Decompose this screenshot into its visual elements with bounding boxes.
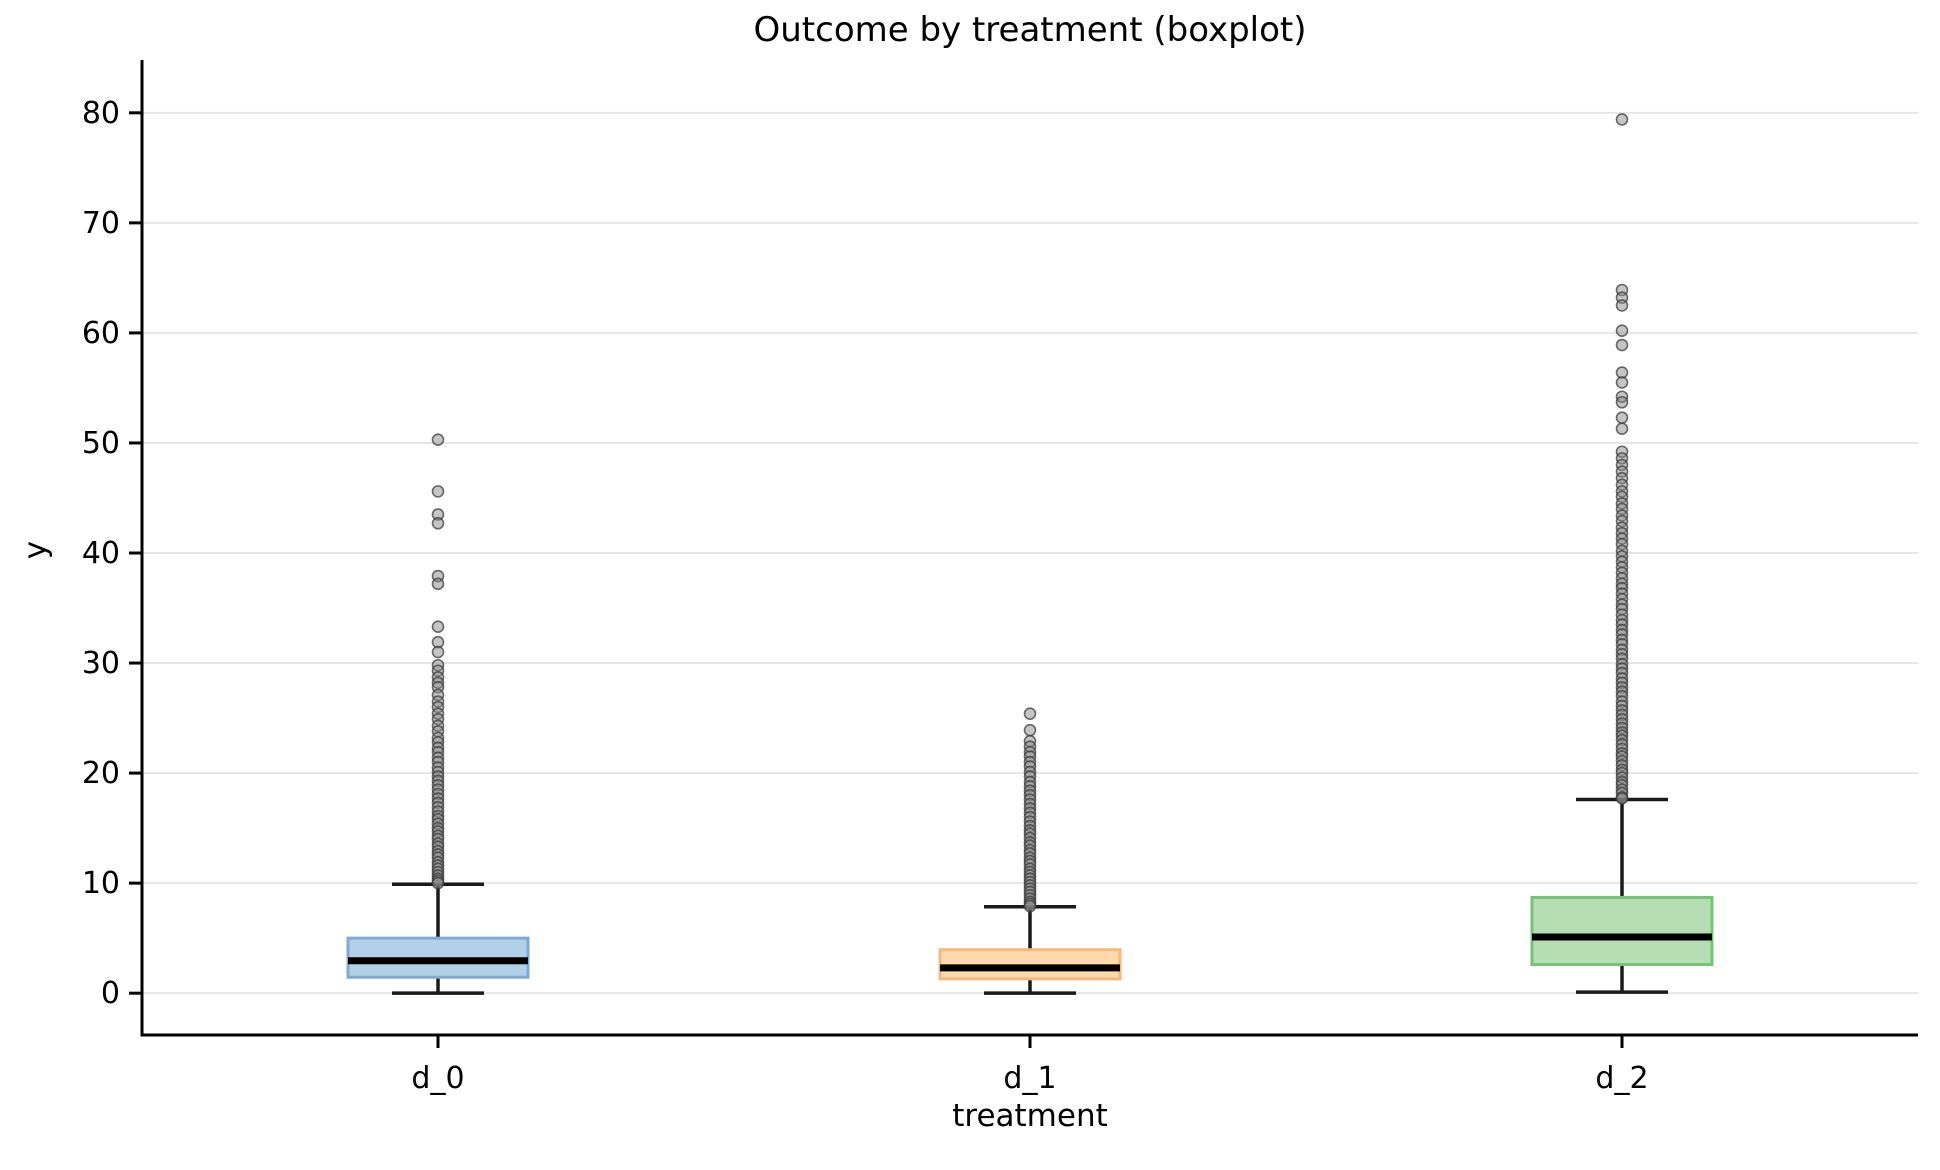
outlier-dot	[431, 876, 445, 890]
y-tick-label: 10	[82, 866, 120, 901]
y-tick-label: 70	[82, 206, 120, 241]
outlier-dot	[1615, 376, 1629, 389]
y-tick-label: 40	[82, 536, 120, 571]
outlier-dot	[1615, 338, 1629, 352]
y-tick-label: 0	[101, 976, 120, 1011]
outlier-dot	[1615, 113, 1629, 126]
outlier-dot	[431, 433, 445, 446]
x-tick-label: d_0	[411, 1061, 464, 1096]
outlier-dot	[1615, 792, 1629, 805]
outlier-dot	[431, 577, 445, 591]
x-tick-label: d_2	[1595, 1061, 1648, 1096]
y-axis-label: y	[17, 540, 54, 560]
outlier-dot	[431, 485, 445, 498]
outlier-dot	[1023, 899, 1037, 913]
iqr-box	[1530, 895, 1714, 967]
x-axis-label: treatment	[952, 1098, 1108, 1134]
y-tick-label: 30	[82, 646, 120, 681]
outlier-dot	[1615, 324, 1629, 338]
x-tick-label: d_1	[1003, 1061, 1056, 1096]
outlier-dot	[1615, 422, 1629, 435]
boxplot-d_0	[346, 433, 530, 995]
outlier-dot	[1615, 299, 1629, 312]
outlier-dot	[1023, 707, 1037, 720]
y-tick-label: 80	[82, 96, 120, 131]
outlier-dot	[1615, 395, 1629, 409]
y-tick-label: 60	[82, 316, 120, 351]
boxplot-d_1	[938, 707, 1122, 995]
outlier-dot	[431, 516, 445, 530]
iqr-box	[938, 948, 1122, 981]
outlier-dot	[431, 620, 445, 634]
outlier-dot	[431, 645, 445, 659]
y-tick-label: 20	[82, 756, 120, 791]
boxplot-d_2	[1530, 113, 1714, 994]
outlier-dot	[1615, 411, 1629, 424]
outlier-dot	[1023, 723, 1037, 737]
chart-title: Outcome by treatment (boxplot)	[753, 10, 1307, 50]
y-tick-label: 50	[82, 426, 120, 461]
